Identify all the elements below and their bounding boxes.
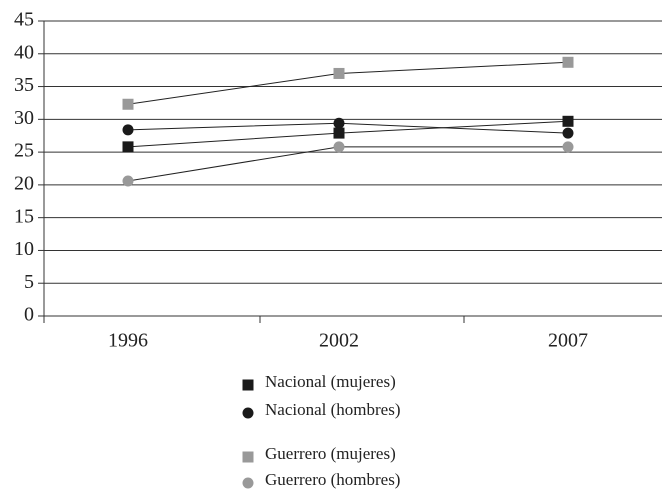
y-tick-label: 25 [14, 140, 34, 162]
marker [242, 477, 254, 489]
y-tick-label: 0 [24, 304, 34, 326]
y-tick-label: 5 [24, 271, 34, 293]
x-tick-label: 1996 [108, 330, 148, 352]
y-tick-label: 35 [14, 74, 34, 96]
marker [333, 141, 345, 153]
legend-label: Guerrero (mujeres) [265, 444, 396, 463]
marker [122, 141, 134, 153]
marker [333, 127, 345, 139]
legend-label: Guerrero (hombres) [265, 470, 400, 489]
marker [562, 141, 574, 153]
y-tick-label: 10 [14, 238, 34, 260]
marker [562, 56, 574, 68]
legend-label: Nacional (hombres) [265, 400, 400, 419]
marker [562, 115, 574, 127]
marker [333, 67, 345, 79]
y-tick-label: 45 [14, 9, 34, 31]
marker [242, 379, 254, 391]
x-tick-label: 2002 [319, 330, 359, 352]
marker [333, 117, 345, 129]
marker [562, 127, 574, 139]
x-tick-label: 2007 [548, 330, 588, 352]
y-tick-label: 30 [14, 107, 34, 129]
marker [242, 451, 254, 463]
y-tick-label: 20 [14, 172, 34, 194]
marker [122, 124, 134, 136]
marker [122, 175, 134, 187]
marker [122, 98, 134, 110]
series-line [127, 120, 569, 148]
y-tick-label: 15 [14, 205, 34, 227]
y-tick-label: 40 [14, 41, 34, 63]
marker [242, 407, 254, 419]
series-line [127, 61, 569, 105]
legend-label: Nacional (mujeres) [265, 372, 396, 391]
